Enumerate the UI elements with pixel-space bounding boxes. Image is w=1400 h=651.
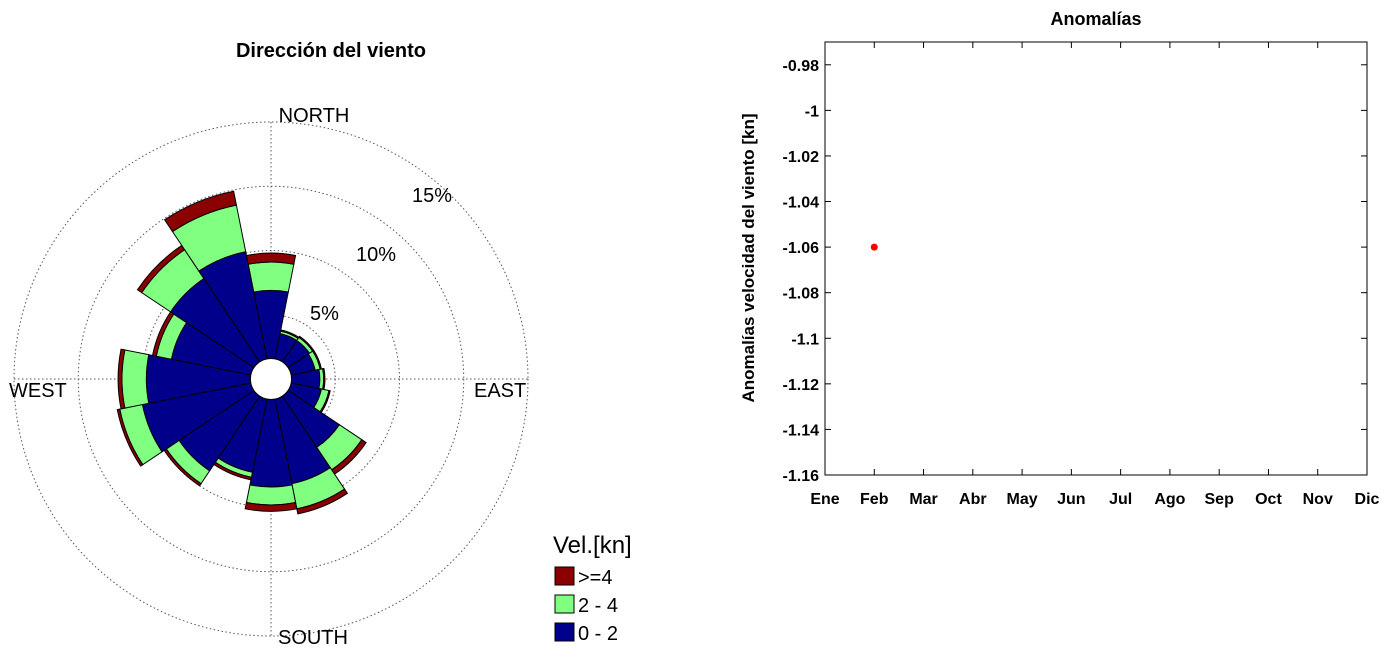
y-axis: -0.98 -1 -1.02 -1.04 -1.06 -1.08 -1.1 -1.12 -1.1…	[783, 58, 1367, 485]
legend-swatch-ge4	[554, 566, 575, 586]
y-tick-label: -1.04	[783, 195, 820, 212]
legend-label-2-4: 2 - 4	[578, 595, 618, 617]
anomalies-title: Anomalías	[1050, 9, 1141, 29]
y-tick-label: -1.14	[783, 422, 820, 439]
x-tick-label: Ene	[810, 491, 839, 508]
y-tick-label: -1.1	[791, 331, 819, 348]
y-tick-label: -0.98	[783, 58, 820, 75]
rose-wedge-0-ge4	[245, 252, 297, 265]
radial-tick-5: 5%	[310, 303, 339, 325]
x-tick-label: Nov	[1303, 491, 1333, 508]
rose-wedge-270-2-4	[121, 349, 150, 409]
plot-area	[824, 41, 1368, 476]
x-tick-label: Mar	[909, 491, 937, 508]
data-points	[870, 243, 878, 251]
rose-wedge-180-2-4	[245, 484, 297, 506]
radial-tick-15: 15%	[412, 185, 452, 207]
y-tick-label: -1	[805, 103, 819, 120]
direction-label-north: NORTH	[279, 105, 350, 127]
y-tick-label: -1.06	[783, 240, 820, 257]
x-tick-label: Sep	[1205, 491, 1235, 508]
wind-rose-center	[249, 357, 293, 401]
legend-swatch-0-2	[554, 622, 575, 642]
x-tick-label: Dic	[1355, 491, 1380, 508]
radial-tick-10: 10%	[356, 244, 396, 266]
direction-label-west: WEST	[9, 380, 67, 402]
legend-title: Vel.[kn]	[553, 532, 632, 559]
x-tick-label: May	[1007, 491, 1038, 508]
x-axis: Ene Feb Mar Abr May Jun Jul Ago Sep Oct Nov Dic	[810, 42, 1380, 508]
x-tick-label: Jul	[1109, 491, 1132, 508]
y-axis-label: Anomalías velocidad del viento [kn]	[739, 113, 758, 402]
wind-rose-chart: Dirección del viento NORTH EAST SOUTH WE…	[9, 40, 632, 649]
rose-wedge-0-2-4	[247, 261, 295, 293]
legend-swatch-2-4	[554, 594, 575, 614]
wind-rose-legend: Vel.[kn] >=4 2 - 4 0 - 2	[553, 532, 632, 645]
anomalies-chart: Anomalías -0.98 -1 -1.02 -1.04 -1.06 -1.08 -1.…	[739, 9, 1380, 508]
y-tick-label: -1.02	[783, 149, 820, 166]
rose-wedge-180-ge4	[244, 501, 298, 512]
rose-wedge-270-ge4	[117, 348, 126, 410]
rose-wedge-337.5-ge4	[163, 190, 237, 233]
legend-label-0-2: 0 - 2	[578, 623, 618, 645]
radial-grid-circle	[13, 121, 529, 637]
x-tick-label: Abr	[959, 491, 987, 508]
legend-label-ge4: >=4	[578, 567, 612, 589]
x-tick-label: Feb	[860, 491, 889, 508]
x-tick-label: Oct	[1255, 491, 1282, 508]
data-point	[870, 243, 878, 251]
x-tick-label: Ago	[1154, 491, 1185, 508]
x-tick-label: Jun	[1057, 491, 1085, 508]
direction-label-east: EAST	[474, 380, 526, 402]
wind-rose-sectors	[116, 190, 367, 515]
y-tick-label: -1.12	[783, 377, 820, 394]
rose-wedge-247.5-ge4	[116, 408, 144, 467]
y-tick-label: -1.16	[783, 468, 820, 485]
rose-wedge-157.5-ge4	[296, 488, 349, 515]
y-tick-label: -1.08	[783, 286, 820, 303]
wind-rose-title: Dirección del viento	[236, 40, 426, 62]
direction-label-south: SOUTH	[278, 627, 348, 649]
